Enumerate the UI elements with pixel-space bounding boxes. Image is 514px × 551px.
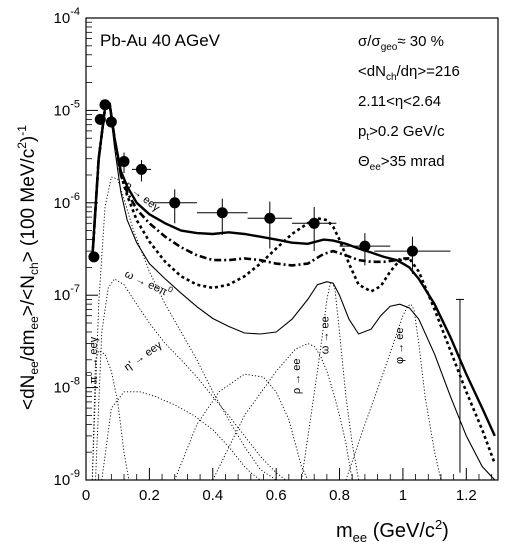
y-tick-label: 10-5 (54, 98, 80, 119)
data-points (88, 99, 464, 473)
data-point (169, 197, 181, 209)
info-line: Θee>35 mrad (358, 153, 445, 173)
info-line: 2.11<η<2.64 (358, 93, 441, 110)
annotation-label: ω → ee (319, 316, 331, 354)
series-line-solid-thin-3 (91, 103, 496, 481)
x-tick-label: 0.2 (139, 487, 160, 504)
info-line: pt>0.2 GeV/c (358, 123, 445, 143)
info-line: <dNch/dη>=216 (358, 63, 460, 83)
series-line-dotted-thin-11 (345, 303, 442, 481)
x-tick-label: 0 (82, 487, 90, 504)
y-tick-label: 10-4 (54, 6, 80, 27)
data-point (118, 155, 130, 167)
x-tick-label: 1 (399, 487, 407, 504)
data-point (94, 113, 106, 125)
data-point (105, 116, 117, 128)
annotation-label: ρ → ee (291, 358, 303, 394)
data-point (135, 163, 147, 175)
x-tick-label: 0.6 (266, 487, 287, 504)
y-tick-label: 10-9 (54, 468, 80, 489)
data-point (406, 245, 418, 257)
series-line-dotted-thin-6 (91, 350, 130, 481)
info-box: σ/σgeo≈ 30 % <dNch/dη>=216 2.11<η<2.64 pt>0… (358, 33, 460, 173)
x-tick-label: 1.2 (456, 487, 477, 504)
x-axis-label: mee (GeV/c2) (336, 517, 449, 545)
series-line-dotted-thin-10 (301, 280, 360, 481)
data-point (88, 251, 100, 263)
data-point (216, 207, 228, 219)
x-tick-label: 0.4 (202, 487, 223, 504)
series-line-dotted-thin-4 (91, 176, 277, 481)
series-line-dotted-thick-2 (91, 102, 497, 465)
info-line: σ/σgeo≈ 30 % (358, 33, 444, 53)
data-point (308, 217, 320, 229)
series-line-dotted-thin-5 (95, 278, 286, 481)
header-text: Pb-Au 40 AGeV (100, 31, 221, 50)
y-tick-label: 10-7 (54, 283, 80, 304)
data-point (264, 212, 276, 224)
series-line-dotted-thin-7 (101, 391, 261, 481)
annotation-label: φ → ee (394, 328, 406, 364)
data-point (359, 240, 371, 252)
annotation-label: π0 → eeγ (85, 336, 100, 383)
y-tick-label: 10-6 (54, 191, 80, 212)
axes: 0 0.2 0.4 0.6 0.8 1 1.2 10-9 10-8 10-7 10-6 10-5 10-… (54, 6, 499, 504)
plot-frame (85, 17, 499, 481)
x-tick-label: 0.8 (329, 487, 350, 504)
y-tick-label: 10-8 (54, 376, 80, 397)
data-point (99, 99, 111, 111)
